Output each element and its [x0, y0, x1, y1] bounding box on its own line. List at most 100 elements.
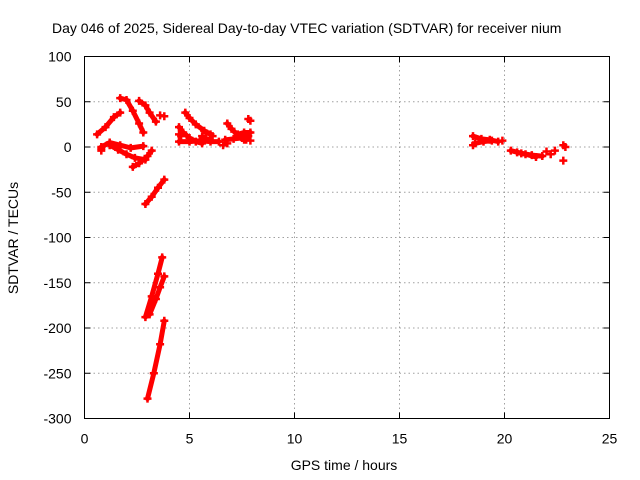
- data-point: [141, 101, 150, 110]
- data-point: [126, 143, 135, 152]
- data-point: [191, 120, 200, 129]
- data-point: [139, 128, 148, 137]
- data-point: [156, 283, 165, 292]
- data-point: [513, 148, 522, 157]
- x-axis-label: GPS time / hours: [291, 457, 398, 473]
- data-point: [521, 150, 530, 159]
- data-point: [561, 143, 570, 151]
- data-point: [208, 132, 217, 141]
- x-tick-label: 0: [81, 431, 89, 447]
- data-point: [97, 146, 106, 155]
- data-point: [143, 394, 152, 403]
- data-point: [506, 146, 515, 155]
- data-track: [136, 98, 159, 125]
- data-point: [128, 106, 137, 115]
- data-point: [206, 137, 215, 146]
- data-point: [487, 136, 496, 145]
- data-track: [130, 148, 155, 170]
- y-tick-label: 0: [64, 139, 72, 155]
- data-point: [147, 192, 156, 201]
- y-tick-label: 50: [56, 94, 72, 110]
- data-point: [105, 141, 114, 150]
- data-point: [116, 94, 125, 103]
- data-point: [160, 316, 169, 325]
- data-point: [175, 123, 183, 132]
- y-tick-label: -150: [43, 275, 71, 291]
- data-point: [116, 108, 125, 117]
- data-point: [175, 137, 183, 146]
- data-point: [200, 126, 209, 135]
- data-point: [158, 253, 167, 262]
- chart-title: Day 046 of 2025, Sidereal Day-to-day VTE…: [52, 20, 561, 36]
- data-track: [142, 177, 167, 207]
- data-point: [181, 108, 190, 117]
- data-point: [219, 141, 228, 150]
- data-point: [141, 200, 150, 209]
- data-point: [114, 145, 123, 154]
- data-point: [214, 137, 223, 146]
- tick-layer: 0 5 10 15 20 25 -300 -250 -200 -150 -100 -50 0 50 100: [43, 49, 617, 447]
- data-point: [185, 137, 194, 146]
- data-point: [93, 130, 102, 139]
- data-point: [139, 142, 148, 151]
- data-point: [202, 133, 211, 142]
- data-point: [233, 130, 242, 139]
- data-point: [145, 108, 154, 117]
- data-layer: [93, 94, 570, 403]
- data-point: [135, 119, 144, 128]
- data-point: [116, 141, 125, 150]
- y-tick-label: -300: [43, 411, 71, 427]
- data-point: [550, 146, 559, 155]
- data-point: [479, 137, 488, 146]
- y-tick-label: -50: [51, 184, 71, 200]
- data-point: [223, 139, 232, 148]
- data-point: [154, 269, 162, 278]
- data-point: [109, 113, 118, 122]
- data-point: [469, 132, 477, 141]
- data-point: [128, 162, 137, 171]
- data-point: [223, 119, 232, 128]
- y-tick-label: -200: [43, 320, 71, 336]
- x-tick-label: 5: [186, 431, 194, 447]
- data-point: [154, 183, 162, 192]
- data-point: [160, 272, 169, 281]
- data-track: [145, 318, 167, 402]
- data-point: [185, 114, 194, 123]
- data-point: [546, 150, 555, 159]
- data-point: [141, 313, 150, 322]
- data-point: [227, 124, 236, 133]
- data-point: [149, 369, 158, 378]
- data-track: [147, 273, 167, 317]
- x-tick-label: 20: [497, 431, 513, 447]
- data-point: [143, 152, 152, 161]
- data-point: [135, 159, 144, 168]
- data-point: [122, 150, 131, 159]
- y-axis-label: SDTVAR / TECUs: [5, 182, 21, 294]
- data-point: [130, 153, 139, 162]
- data-point: [542, 147, 551, 156]
- x-tick-label: 15: [392, 431, 408, 447]
- data-point: [147, 146, 156, 155]
- data-point: [151, 117, 160, 126]
- y-tick-label: -100: [43, 230, 71, 246]
- data-point: [135, 96, 144, 105]
- data-track: [142, 254, 165, 320]
- grid-layer: [84, 56, 610, 419]
- data-point: [198, 132, 207, 141]
- data-point: [469, 141, 477, 150]
- data-point: [196, 136, 204, 145]
- data-point: [122, 95, 131, 104]
- data-point: [244, 114, 253, 123]
- data-point: [101, 123, 110, 132]
- data-point: [177, 132, 186, 141]
- plot-frame: [84, 56, 610, 419]
- data-point: [246, 136, 255, 145]
- data-track: [94, 110, 123, 137]
- data-point: [160, 112, 169, 121]
- data-point: [498, 136, 507, 145]
- data-point: [151, 295, 160, 304]
- x-tick-label: 10: [287, 431, 303, 447]
- data-point: [160, 175, 169, 184]
- y-tick-label: -250: [43, 365, 71, 381]
